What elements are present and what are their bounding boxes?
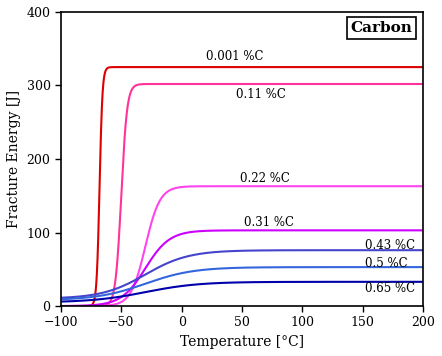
Text: 0.65 %C: 0.65 %C — [365, 282, 415, 295]
Text: 0.22 %C: 0.22 %C — [240, 172, 290, 185]
Text: 0.5 %C: 0.5 %C — [365, 257, 408, 270]
X-axis label: Temperature [°C]: Temperature [°C] — [180, 335, 304, 349]
Text: Carbon: Carbon — [351, 21, 412, 35]
Text: 0.43 %C: 0.43 %C — [365, 239, 415, 252]
Y-axis label: Fracture Energy [J]: Fracture Energy [J] — [7, 90, 21, 228]
Text: 0.31 %C: 0.31 %C — [244, 216, 294, 230]
Text: 0.11 %C: 0.11 %C — [236, 88, 286, 101]
Text: 0.001 %C: 0.001 %C — [206, 49, 263, 63]
